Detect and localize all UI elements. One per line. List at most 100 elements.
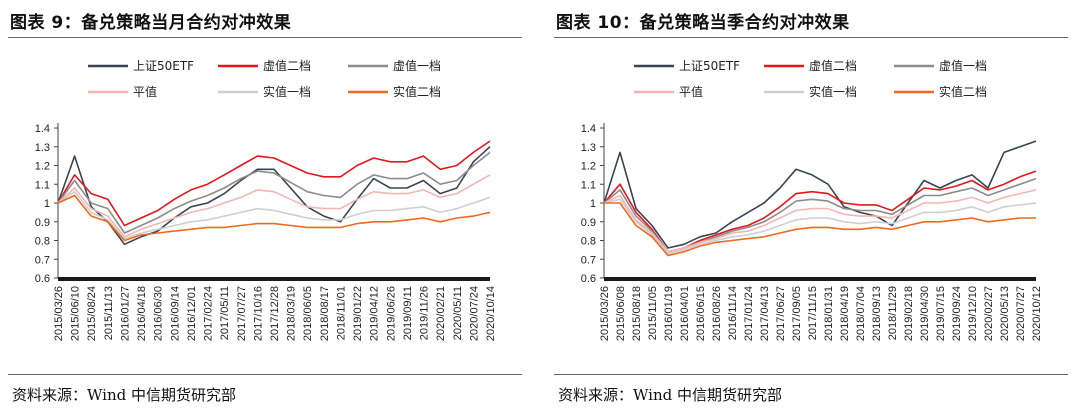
y-tick-label: 0.7 <box>581 254 596 266</box>
series-2-line <box>57 151 491 234</box>
x-tick-label: 2017/04/13 <box>759 286 771 341</box>
x-tick-label: 2020/10/14 <box>485 286 497 341</box>
x-tick-label: 2019/01/22 <box>352 286 364 341</box>
series-0-line <box>603 140 1037 249</box>
y-tick-label: 0.6 <box>35 273 50 285</box>
x-tick-label: 2019/12/10 <box>967 286 979 341</box>
x-tick-label: 2019/02/18 <box>903 286 915 341</box>
chart-panel-left: 图表 9：备兑策略当月合约对冲效果 上证50ETF 虚值二档 虚值一档 平值 实值一档 实… <box>0 0 530 419</box>
series-3-line <box>603 189 1037 253</box>
x-axis <box>58 277 490 281</box>
legend-label: 实值二档 <box>393 84 441 99</box>
x-tick-label: 2018/11/29 <box>887 286 899 340</box>
y-tick-label: 0.9 <box>581 217 596 229</box>
x-tick-label: 2016/08/26 <box>711 286 723 341</box>
x-tick-label: 2018/09/13 <box>871 286 883 341</box>
x-tick-label: 2017/02/24 <box>203 286 215 341</box>
legend-label: 上证50ETF <box>679 59 740 73</box>
x-tick-label: 2016/11/14 <box>727 286 739 340</box>
x-tick-label: 2015/08/18 <box>631 286 643 341</box>
x-tick-label: 2018/01/31 <box>823 286 835 341</box>
series-1-line <box>57 140 491 227</box>
x-tick-label: 2018/11/01 <box>335 286 347 340</box>
y-tick-label: 1.4 <box>35 123 50 135</box>
x-tick-label: 2015/06/10 <box>70 286 82 341</box>
x-tick-label: 2016/06/30 <box>153 286 165 341</box>
legend-label: 实值一档 <box>263 84 311 99</box>
legend-label: 平值 <box>133 84 157 99</box>
x-tick-label: 2015/03/26 <box>599 286 611 341</box>
legend-label: 上证50ETF <box>133 59 194 73</box>
y-tick-label: 0.9 <box>35 217 50 229</box>
x-axis <box>604 277 1036 281</box>
x-tick-label: 2020/02/21 <box>435 286 447 341</box>
x-tick-label: 2018/03/19 <box>286 286 298 341</box>
x-tick-label: 2016/01/27 <box>119 286 131 341</box>
y-tick-label: 1.2 <box>35 161 50 173</box>
y-tick-label: 1.2 <box>581 161 596 173</box>
series-4-line <box>603 198 1037 255</box>
x-tick-label: 2020/07/27 <box>1015 286 1027 341</box>
x-tick-label: 2019/09/11 <box>402 286 414 340</box>
source-divider <box>554 374 1068 375</box>
x-tick-label: 2018/06/05 <box>302 286 314 341</box>
legend-label: 虚值二档 <box>809 58 857 73</box>
x-tick-label: 2016/04/01 <box>679 286 691 341</box>
chart-panel-right: 图表 10：备兑策略当季合约对冲效果 上证50ETF 虚值二档 虚值一档 平值 实值一档… <box>546 0 1076 419</box>
title-divider <box>8 37 522 38</box>
series-2-line <box>603 177 1037 253</box>
x-tick-label: 2019/09/24 <box>951 286 963 341</box>
series-0-line <box>57 146 491 246</box>
x-tick-label: 2016/09/14 <box>169 286 181 341</box>
source-note: 资料来源：Wind 中信期货研究部 <box>558 386 782 404</box>
x-tick-label: 2019/07/15 <box>935 286 947 341</box>
y-tick-label: 1 <box>590 198 596 210</box>
y-tick-label: 1.3 <box>35 142 50 154</box>
y-tick-label: 1 <box>44 198 50 210</box>
x-tick-label: 2020/07/24 <box>468 286 480 341</box>
x-tick-label: 2018/07/04 <box>855 286 867 341</box>
y-tick-label: 1.4 <box>581 123 596 135</box>
x-tick-label: 2019/11/26 <box>419 286 431 340</box>
x-tick-label: 2019/06/26 <box>385 286 397 341</box>
x-tick-label: 2015/08/24 <box>86 286 98 341</box>
x-tick-label: 2020/05/11 <box>452 286 464 340</box>
x-tick-label: 2015/11/05 <box>647 286 659 340</box>
series-5-line <box>604 202 1036 257</box>
x-tick-label: 2016/12/01 <box>186 286 198 341</box>
x-tick-label: 2020/02/27 <box>983 286 995 341</box>
x-tick-label: 2017/01/24 <box>743 286 755 341</box>
x-tick-label: 2017/12/28 <box>269 286 281 341</box>
y-tick-label: 0.7 <box>35 254 50 266</box>
chart-title: 图表 9：备兑策略当月合约对冲效果 <box>10 13 292 33</box>
x-tick-label: 2019/04/12 <box>369 286 381 341</box>
x-tick-label: 2016/01/19 <box>663 286 675 341</box>
x-tick-label: 2020/05/13 <box>999 286 1011 341</box>
title-divider <box>554 37 1068 38</box>
x-tick-label: 2017/06/27 <box>775 286 787 341</box>
x-tick-label: 2020/10/12 <box>1031 286 1043 341</box>
x-tick-label: 2015/11/13 <box>103 286 115 340</box>
x-tick-label: 2017/09/05 <box>791 286 803 341</box>
y-tick-label: 0.6 <box>581 273 596 285</box>
x-tick-label: 2017/07/27 <box>236 286 248 341</box>
legend-label: 虚值一档 <box>939 58 987 73</box>
chart-title: 图表 10：备兑策略当季合约对冲效果 <box>556 13 850 33</box>
x-tick-label: 2018/04/19 <box>839 286 851 341</box>
x-tick-label: 2018/08/17 <box>319 286 331 341</box>
x-tick-label: 2019/04/30 <box>919 286 931 341</box>
legend-label: 虚值一档 <box>393 58 441 73</box>
series-5-line <box>57 194 491 242</box>
x-tick-label: 2016/06/15 <box>695 286 707 341</box>
y-tick-label: 0.8 <box>581 236 596 248</box>
series-1-line <box>603 170 1037 253</box>
x-tick-label: 2017/05/11 <box>219 286 231 340</box>
series-3-line <box>57 174 491 238</box>
legend-label: 实值一档 <box>809 84 857 99</box>
source-note: 资料来源：Wind 中信期货研究部 <box>12 386 236 404</box>
source-divider <box>8 374 522 375</box>
x-tick-label: 2017/11/15 <box>807 286 819 340</box>
y-tick-label: 0.8 <box>35 236 50 248</box>
